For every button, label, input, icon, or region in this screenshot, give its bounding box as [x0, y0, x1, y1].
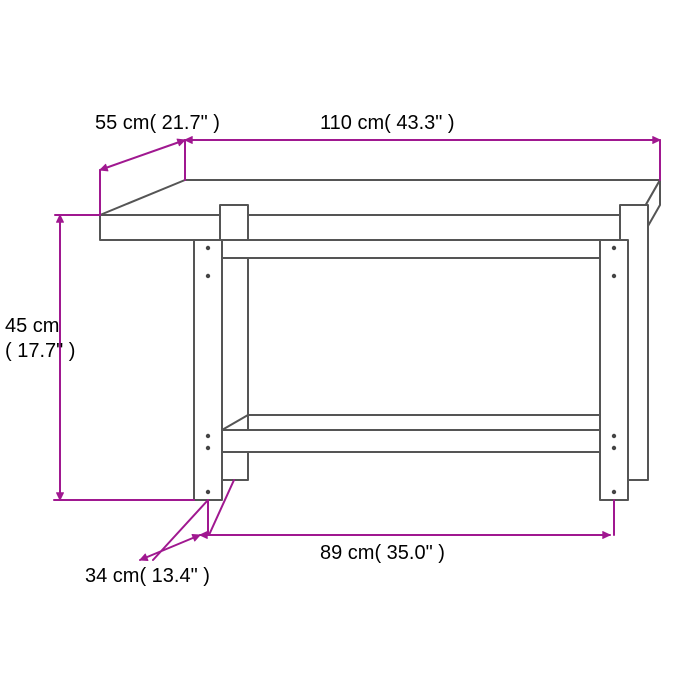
dim-width-bottom-label: 89 cm( 35.0" )	[320, 542, 445, 565]
dim-depth-top-label: 55 cm( 21.7" )	[95, 112, 220, 135]
dim-depth-bottom-label: 34 cm( 13.4" )	[85, 565, 210, 588]
diagram-canvas	[0, 0, 700, 700]
dim-width-top-label: 110 cm( 43.3" )	[320, 112, 455, 135]
dim-height-cm-label: 45 cm	[5, 315, 59, 338]
dim-height-in-label: ( 17.7" )	[5, 340, 75, 363]
